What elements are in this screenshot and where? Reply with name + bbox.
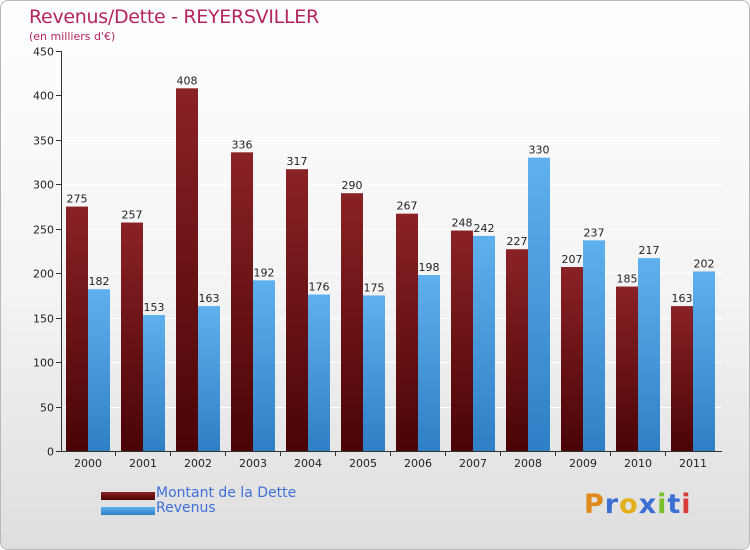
legend-label-revenue: Revenus — [156, 500, 216, 516]
data-label-revenue-2000: 182 — [89, 275, 110, 288]
y-tick-label: 200 — [33, 268, 54, 281]
x-tick-label: 2007 — [459, 457, 487, 470]
bar-revenue-2011 — [693, 271, 715, 451]
legend-label-debt: Montant de la Dette — [156, 485, 297, 501]
data-label-debt-2004: 317 — [287, 155, 308, 168]
bar-debt-2003 — [231, 152, 253, 452]
x-tick-label: 2000 — [74, 457, 102, 470]
bar-revenue-2001 — [143, 315, 165, 451]
bar-revenue-2007 — [473, 235, 495, 451]
data-label-revenue-2001: 153 — [144, 301, 165, 314]
logo-letter: r — [604, 489, 620, 520]
bar-revenue-2005 — [363, 295, 385, 451]
data-label-revenue-2006: 198 — [419, 261, 440, 274]
data-label-debt-2008: 227 — [507, 235, 528, 248]
data-label-debt-2005: 290 — [342, 179, 363, 192]
logo-letter: x — [638, 489, 658, 520]
logo-letter: i — [681, 489, 692, 520]
data-label-debt-2010: 185 — [617, 273, 638, 286]
bar-revenue-2000 — [88, 289, 110, 451]
bar-debt-2007 — [451, 230, 473, 451]
y-tick-label: 150 — [33, 313, 54, 326]
y-tick-label: 400 — [33, 90, 54, 103]
bar-revenue-2002 — [198, 306, 220, 451]
y-tick-label: 250 — [33, 224, 54, 237]
data-label-revenue-2007: 242 — [474, 222, 495, 235]
bars: 275 182 257 153 408 163 336 192 317 176 290 175 267 1… — [66, 74, 715, 452]
data-label-debt-2006: 267 — [397, 200, 418, 213]
bar-debt-2002 — [176, 88, 198, 451]
x-tick-label: 2011 — [679, 457, 707, 470]
bar-debt-2009 — [561, 267, 583, 451]
chart-subtitle: (en milliers d'€) — [29, 30, 116, 43]
data-label-debt-2007: 248 — [452, 217, 473, 230]
y-tick-label: 50 — [40, 402, 54, 415]
bar-debt-2004 — [286, 169, 308, 451]
data-label-debt-2011: 163 — [672, 292, 693, 305]
y-tick-label: 450 — [33, 46, 54, 59]
bar-revenue-2004 — [308, 294, 330, 451]
x-tick-label: 2003 — [239, 457, 267, 470]
x-tick-label: 2001 — [129, 457, 157, 470]
logo-letter: P — [584, 489, 605, 520]
x-tick-label: 2005 — [349, 457, 377, 470]
bar-debt-2000 — [66, 206, 88, 451]
logo-letter: o — [619, 489, 639, 520]
logo-letter: i — [657, 489, 668, 520]
data-label-debt-2000: 275 — [67, 193, 88, 206]
data-label-debt-2001: 257 — [122, 209, 143, 222]
data-label-debt-2003: 336 — [232, 138, 253, 151]
y-tick-label: 300 — [33, 179, 54, 192]
data-label-revenue-2009: 237 — [584, 226, 605, 239]
legend-swatch-debt — [101, 492, 155, 500]
bar-debt-2010 — [616, 286, 638, 451]
x-tick-label: 2006 — [404, 457, 432, 470]
bar-revenue-2010 — [638, 258, 660, 451]
legend-swatch-revenue — [101, 507, 155, 515]
x-tick-label: 2002 — [184, 457, 212, 470]
y-tick-label: 100 — [33, 357, 54, 370]
bar-debt-2001 — [121, 222, 143, 451]
x-tick-label: 2009 — [569, 457, 597, 470]
logo-letter: t — [667, 489, 682, 520]
data-label-revenue-2008: 330 — [529, 144, 550, 157]
bar-revenue-2008 — [528, 157, 550, 451]
bar-debt-2006 — [396, 213, 418, 451]
x-tick-label: 2004 — [294, 457, 322, 470]
x-tick-label: 2010 — [624, 457, 652, 470]
grid — [61, 51, 722, 452]
bar-debt-2005 — [341, 193, 363, 451]
data-label-revenue-2011: 202 — [694, 257, 715, 270]
y-tick-label: 0 — [47, 446, 54, 459]
y-tick-label: 350 — [33, 135, 54, 148]
data-label-revenue-2003: 192 — [254, 266, 275, 279]
bar-revenue-2006 — [418, 275, 440, 451]
chart-title: Revenus/Dette - REYERSVILLER — [29, 6, 319, 28]
bar-revenue-2009 — [583, 240, 605, 451]
data-label-revenue-2004: 176 — [309, 281, 330, 294]
data-label-revenue-2002: 163 — [199, 292, 220, 305]
data-label-revenue-2010: 217 — [639, 244, 660, 257]
x-tick-label: 2008 — [514, 457, 542, 470]
data-label-revenue-2005: 175 — [364, 281, 385, 294]
brand-logo: Proxiti — [584, 489, 692, 520]
bar-debt-2011 — [671, 306, 693, 451]
axes: 0 50 100 150 200 250 300 350 400 450 2000 2001 2002 2… — [33, 46, 722, 470]
bar-revenue-2003 — [253, 280, 275, 451]
bar-debt-2008 — [506, 249, 528, 451]
data-label-debt-2009: 207 — [562, 253, 583, 266]
data-label-debt-2002: 408 — [177, 74, 198, 87]
